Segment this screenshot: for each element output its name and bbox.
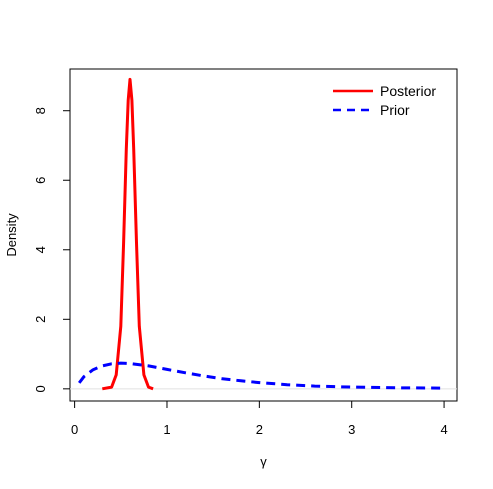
y-tick-label: 2 — [33, 316, 48, 323]
x-tick-label: 4 — [440, 422, 447, 437]
series-line-posterior — [102, 77, 154, 391]
legend-label-prior: Prior — [380, 102, 410, 118]
x-axis-label: γ — [260, 454, 267, 469]
y-tick-label: 8 — [33, 107, 48, 114]
series-line-prior — [78, 361, 445, 390]
y-axis: 0 2 4 6 8 — [33, 107, 71, 392]
x-tick-label: 1 — [163, 422, 170, 437]
series-layer — [70, 77, 457, 391]
y-axis-label: Density — [4, 213, 19, 257]
x-tick-label: 0 — [71, 422, 78, 437]
x-tick-label: 2 — [256, 422, 263, 437]
y-tick-label: 4 — [33, 246, 48, 253]
legend-label-posterior: Posterior — [380, 83, 436, 99]
x-axis: 0 1 2 3 4 — [71, 400, 448, 437]
y-tick-label: 0 — [33, 385, 48, 392]
legend: Posterior Prior — [333, 83, 436, 118]
x-tick-label: 3 — [348, 422, 355, 437]
y-tick-label: 6 — [33, 177, 48, 184]
